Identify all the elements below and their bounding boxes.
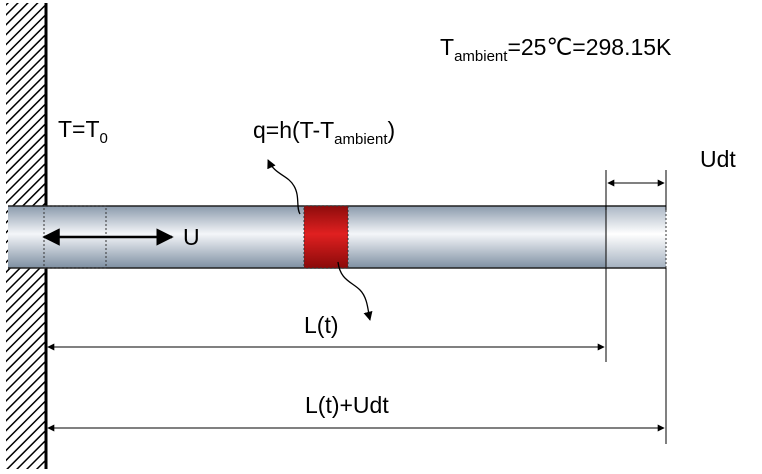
heat-flux-label: q=h(T-Tambient) bbox=[253, 117, 395, 148]
heat-flux-arrow-in bbox=[267, 159, 301, 215]
heated-section bbox=[303, 205, 349, 269]
increment-label: Udt bbox=[700, 146, 736, 172]
length-plus-dimension bbox=[47, 268, 667, 444]
ambient-temperature-label: Tambient=25℃=298.15K bbox=[440, 34, 672, 65]
length-dimension bbox=[47, 268, 607, 362]
udt-dimension bbox=[605, 170, 667, 210]
velocity-label: U bbox=[183, 224, 200, 250]
boundary-condition-label: T=T0 bbox=[58, 116, 108, 147]
heat-flux-arrow-out bbox=[337, 261, 373, 321]
rod-tip-extension bbox=[605, 205, 667, 269]
length-label: L(t) bbox=[304, 312, 339, 338]
length-plus-label: L(t)+Udt bbox=[305, 392, 389, 418]
